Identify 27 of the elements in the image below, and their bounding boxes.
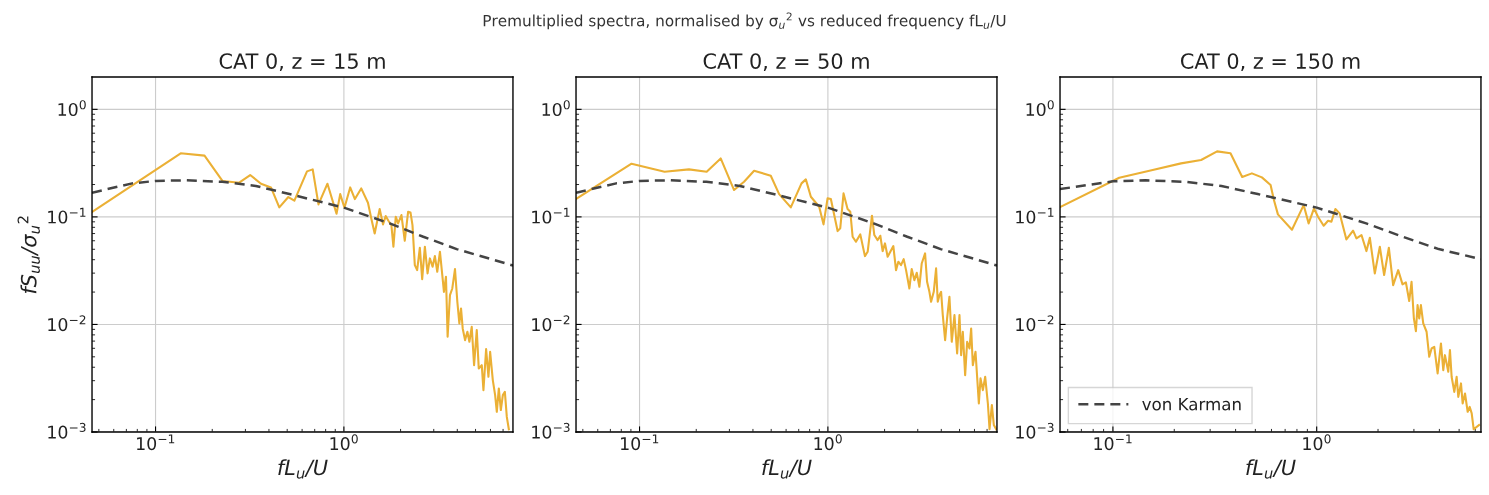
x-axis-title: fL$_{u}$/U bbox=[1246, 459, 1296, 479]
y-tick-label: 10$^{−3}$ bbox=[532, 422, 570, 439]
y-tick-label: 10$^{−3}$ bbox=[1016, 422, 1054, 439]
x-axis-title: fL$_{u}$/U bbox=[278, 459, 328, 479]
x-axis-title: fL$_{u}$/U bbox=[762, 459, 812, 479]
y-tick-label: 10$^{0}$ bbox=[542, 100, 570, 117]
x-tick-label: 10$^{0}$ bbox=[1303, 434, 1331, 451]
x-tick-label: 10$^{−1}$ bbox=[1094, 434, 1132, 451]
chart-title: CAT 0, z = 15 m bbox=[219, 53, 385, 72]
y-tick-label: 10$^{0}$ bbox=[58, 100, 86, 117]
y-tick-label: 10$^{−2}$ bbox=[532, 315, 570, 332]
y-tick-label: 10$^{−1}$ bbox=[532, 207, 570, 224]
y-tick-label: 10$^{0}$ bbox=[1026, 100, 1054, 117]
y-axis-title: fS$_{uu}$/σ$_{u}$$^{2}$ bbox=[17, 216, 40, 294]
x-tick-label: 10$^{−1}$ bbox=[621, 434, 659, 451]
text: Premultiplied spectra, normalised by σ$_{u}$$^{2}$ vs reduced frequency fL$_{u}$/U bbox=[483, 12, 1006, 30]
y-tick-label: 10$^{−1}$ bbox=[48, 207, 86, 224]
y-tick-label: 10$^{−3}$ bbox=[48, 422, 86, 439]
x-tick-label: 10$^{−1}$ bbox=[137, 434, 175, 451]
chart-title: CAT 0, z = 150 m bbox=[1180, 53, 1360, 72]
x-tick-label: 10$^{0}$ bbox=[330, 434, 358, 451]
y-tick-label: 10$^{−2}$ bbox=[48, 315, 86, 332]
legend-label: von Karman bbox=[1142, 398, 1241, 411]
y-tick-label: 10$^{−1}$ bbox=[1016, 207, 1054, 224]
x-tick-label: 10$^{0}$ bbox=[814, 434, 842, 451]
chart-title: CAT 0, z = 50 m bbox=[703, 53, 869, 72]
y-tick-label: 10$^{−2}$ bbox=[1016, 315, 1054, 332]
